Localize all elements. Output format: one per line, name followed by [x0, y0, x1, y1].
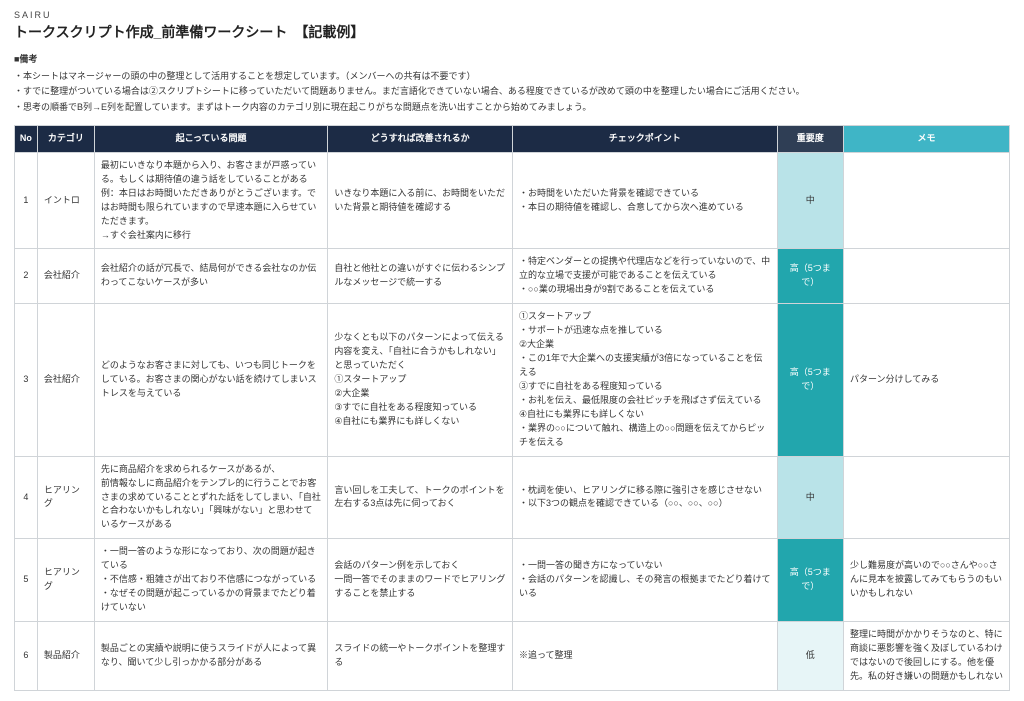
table-row: 2会社紹介会社紹介の話が冗長で、結局何ができる会社なのか伝わってこないケースが多… — [15, 249, 1010, 304]
cell-prob: ・一問一答のような形になっており、次の問題が起きている ・不信感・粗雑さが出てお… — [94, 539, 327, 622]
note-item: すでに整理がついている場合は②スクリプトシートに移っていただいて問題ありません。… — [14, 84, 1010, 99]
cell-cat: ヒアリング — [37, 456, 94, 539]
col-improvement: どうすれば改善されるか — [328, 125, 513, 152]
cell-prob: 最初にいきなり本題から入り、お客さまが戸惑っている。もしくは期待値の違う話をして… — [94, 152, 327, 249]
cell-imp: 高（5つまで） — [777, 539, 843, 622]
cell-memo — [843, 456, 1009, 539]
col-memo: メモ — [843, 125, 1009, 152]
notes-list: 本シートはマネージャーの頭の中の整理として活用することを想定しています。（メンバ… — [14, 69, 1010, 115]
table-row: 1イントロ最初にいきなり本題から入り、お客さまが戸惑っている。もしくは期待値の違… — [15, 152, 1010, 249]
cell-memo: 少し難易度が高いので○○さんや○○さんに見本を披露してみてもらうのもいいかもしれ… — [843, 539, 1009, 622]
cell-imp: 高（5つまで） — [777, 249, 843, 304]
table-row: 3会社紹介どのようなお客さまに対しても、いつも同じトークをしている。お客さまの関… — [15, 304, 1010, 456]
cell-prob: 先に商品紹介を求められるケースがあるが、 前情報なしに商品紹介をテンプレ的に行う… — [94, 456, 327, 539]
cell-prob: どのようなお客さまに対しても、いつも同じトークをしている。お客さまの関心がない話… — [94, 304, 327, 456]
cell-memo: 整理に時間がかかりそうなのと、特に商談に悪影響を強く及ぼしているわけではないので… — [843, 622, 1009, 691]
col-checkpoint: チェックポイント — [512, 125, 777, 152]
brand: SAIRU — [14, 10, 1010, 20]
cell-chk: ・枕詞を使い、ヒアリングに移る際に強引さを感じさせない ・以下3つの観点を確認で… — [512, 456, 777, 539]
cell-chk: ・お時間をいただいた背景を確認できている ・本日の期待値を確認し、合意してから次… — [512, 152, 777, 249]
cell-imp: 高（5つまで） — [777, 304, 843, 456]
cell-cat: 製品紹介 — [37, 622, 94, 691]
col-category: カテゴリ — [37, 125, 94, 152]
cell-prob: 会社紹介の話が冗長で、結局何ができる会社なのか伝わってこないケースが多い — [94, 249, 327, 304]
cell-how: 自社と他社との違いがすぐに伝わるシンプルなメッセージで統一する — [328, 249, 513, 304]
cell-imp: 中 — [777, 152, 843, 249]
cell-cat: 会社紹介 — [37, 249, 94, 304]
cell-cat: イントロ — [37, 152, 94, 249]
cell-how: 少なくとも以下のパターンによって伝える内容を変え、「自社に合うかもしれない」と思… — [328, 304, 513, 456]
table-row: 4ヒアリング先に商品紹介を求められるケースがあるが、 前情報なしに商品紹介をテン… — [15, 456, 1010, 539]
cell-how: スライドの統一やトークポイントを整理する — [328, 622, 513, 691]
col-importance: 重要度 — [777, 125, 843, 152]
notes-heading: ■備考 — [14, 52, 1010, 65]
worksheet-table: No カテゴリ 起こっている問題 どうすれば改善されるか チェックポイント 重要… — [14, 125, 1010, 691]
col-problem: 起こっている問題 — [94, 125, 327, 152]
cell-cat: ヒアリング — [37, 539, 94, 622]
note-item: 本シートはマネージャーの頭の中の整理として活用することを想定しています。（メンバ… — [14, 69, 1010, 84]
cell-memo: パターン分けしてみる — [843, 304, 1009, 456]
cell-no: 3 — [15, 304, 38, 456]
cell-no: 1 — [15, 152, 38, 249]
cell-how: いきなり本題に入る前に、お時間をいただいた背景と期待値を確認する — [328, 152, 513, 249]
cell-imp: 中 — [777, 456, 843, 539]
cell-chk: ①スタートアップ ・サポートが迅速な点を推している ②大企業 ・この1年で大企業… — [512, 304, 777, 456]
cell-memo — [843, 249, 1009, 304]
cell-how: 会話のパターン例を示しておく 一問一答でそのままのワードでヒアリングすることを禁… — [328, 539, 513, 622]
cell-cat: 会社紹介 — [37, 304, 94, 456]
cell-imp: 低 — [777, 622, 843, 691]
cell-no: 5 — [15, 539, 38, 622]
page-title: トークスクリプト作成_前準備ワークシート 【記載例】 — [14, 22, 1010, 42]
table-row: 5ヒアリング・一問一答のような形になっており、次の問題が起きている ・不信感・粗… — [15, 539, 1010, 622]
cell-memo — [843, 152, 1009, 249]
table-body: 1イントロ最初にいきなり本題から入り、お客さまが戸惑っている。もしくは期待値の違… — [15, 152, 1010, 690]
cell-chk: ・特定ベンダーとの提携や代理店などを行っていないので、中立的な立場で支援が可能で… — [512, 249, 777, 304]
cell-chk: ※追って整理 — [512, 622, 777, 691]
cell-no: 4 — [15, 456, 38, 539]
cell-prob: 製品ごとの実績や説明に使うスライドが人によって異なり、聞いて少し引っかかる部分が… — [94, 622, 327, 691]
cell-how: 言い回しを工夫して、トークのポイントを左右する3点は先に伺っておく — [328, 456, 513, 539]
note-item: 思考の順番でB列→E列を配置しています。まずはトーク内容のカテゴリ別に現在起こり… — [14, 100, 1010, 115]
cell-no: 2 — [15, 249, 38, 304]
cell-no: 6 — [15, 622, 38, 691]
table-row: 6製品紹介製品ごとの実績や説明に使うスライドが人によって異なり、聞いて少し引っか… — [15, 622, 1010, 691]
col-no: No — [15, 125, 38, 152]
cell-chk: ・一問一答の聞き方になっていない ・会話のパターンを認識し、その発言の根拠までた… — [512, 539, 777, 622]
